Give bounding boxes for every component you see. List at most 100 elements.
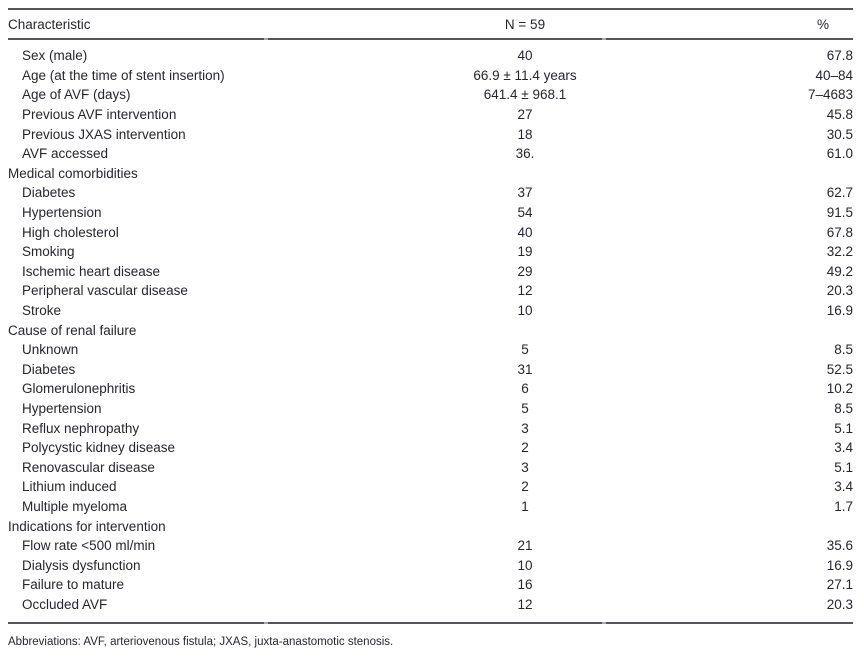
table-row: Reflux nephropathy 3 5.1 [8, 418, 853, 438]
n-cell: 66.9 ± 11.4 years [473, 67, 577, 83]
characteristic-cell: Flow rate <500 ml/min [22, 538, 156, 554]
characteristics-table: Characteristic N = 59 % Sex (male) 40 67.8… [8, 8, 853, 625]
characteristic-cell: Dialysis dysfunction [22, 557, 141, 573]
table-row: Previous JXAS intervention 18 30.5 [8, 124, 853, 144]
percent-cell: 10.2 [826, 381, 853, 397]
n-cell: 2 [521, 440, 529, 456]
table-row: Lithium induced 2 3.4 [8, 477, 853, 497]
characteristic-cell: Polycystic kidney disease [22, 440, 176, 456]
table-section-row: Medical comorbidities [8, 164, 853, 184]
column-header-n: N = 59 [504, 16, 546, 32]
characteristic-cell: Previous AVF intervention [22, 107, 177, 123]
n-cell: 31 [517, 361, 533, 377]
table-row: Age (at the time of stent insertion) 66.9… [8, 66, 853, 86]
table-row: Occluded AVF 12 20.3 [8, 595, 853, 615]
table-row: Failure to mature 16 27.1 [8, 575, 853, 595]
characteristic-cell: Occluded AVF [22, 596, 108, 612]
table-row: High cholesterol 40 67.8 [8, 222, 853, 242]
percent-cell: 45.8 [826, 107, 853, 123]
table-row: Renovascular disease 3 5.1 [8, 457, 853, 477]
percent-cell: 91.5 [826, 205, 853, 221]
percent-cell: 8.5 [834, 400, 853, 416]
percent-cell: 35.6 [826, 538, 853, 554]
table-row: Peripheral vascular disease 12 20.3 [8, 281, 853, 301]
characteristic-cell: Cause of renal failure [8, 322, 137, 338]
table-row: Ischemic heart disease 29 49.2 [8, 262, 853, 282]
table-row: Dialysis dysfunction 10 16.9 [8, 555, 853, 575]
n-cell: 3 [521, 420, 529, 436]
n-cell: 6 [521, 381, 529, 397]
table-row: Sex (male) 40 67.8 [8, 46, 853, 66]
n-cell: 37 [517, 185, 533, 201]
n-cell: 12 [517, 283, 533, 299]
percent-cell: 67.8 [826, 224, 853, 240]
characteristic-cell: Hypertension [22, 400, 102, 416]
table-row: Multiple myeloma 1 1.7 [8, 497, 853, 517]
percent-cell: 49.2 [826, 263, 853, 279]
n-cell: 2 [521, 479, 529, 495]
n-cell: 40 [517, 48, 533, 64]
bottom-rule [8, 622, 853, 625]
percent-cell: 5.1 [834, 420, 853, 436]
percent-cell: 67.8 [826, 48, 853, 64]
percent-cell: 1.7 [834, 498, 853, 514]
characteristic-cell: Glomerulonephritis [22, 381, 136, 397]
table-row: Diabetes 31 52.5 [8, 360, 853, 380]
n-cell: 18 [517, 126, 533, 142]
characteristic-cell: Peripheral vascular disease [22, 283, 188, 299]
table-row: Unknown 5 8.5 [8, 340, 853, 360]
characteristic-cell: Stroke [22, 303, 62, 319]
percent-cell: 7–4683 [807, 87, 853, 103]
characteristic-cell: Multiple myeloma [22, 498, 128, 514]
percent-cell: 40–84 [815, 67, 853, 83]
characteristic-cell: High cholesterol [22, 224, 119, 240]
percent-cell: 27.1 [826, 577, 853, 593]
percent-cell: 20.3 [826, 596, 853, 612]
characteristic-cell: Medical comorbidities [8, 165, 138, 181]
n-cell: 641.4 ± 968.1 [483, 87, 567, 103]
header-rule [8, 38, 853, 40]
characteristic-cell: Sex (male) [22, 48, 88, 64]
characteristic-cell: Diabetes [22, 361, 76, 377]
n-cell: 10 [517, 557, 533, 573]
characteristic-cell: Previous JXAS intervention [22, 126, 186, 142]
table-row: Polycystic kidney disease 2 3.4 [8, 438, 853, 458]
n-cell: 16 [517, 577, 533, 593]
table-body: Sex (male) 40 67.8 Age (at the time of sten… [8, 40, 853, 622]
percent-cell: 16.9 [826, 303, 853, 319]
characteristic-cell: Failure to mature [22, 577, 125, 593]
table-row: Glomerulonephritis 6 10.2 [8, 379, 853, 399]
table-row: Stroke 10 16.9 [8, 301, 853, 321]
table-section-row: Cause of renal failure [8, 320, 853, 340]
percent-cell: 16.9 [826, 557, 853, 573]
table-row: Diabetes 37 62.7 [8, 183, 853, 203]
n-cell: 1 [521, 498, 529, 514]
percent-cell: 61.0 [826, 146, 853, 162]
percent-cell: 30.5 [826, 126, 853, 142]
characteristic-cell: Hypertension [22, 205, 102, 221]
characteristic-cell: Indications for intervention [8, 518, 166, 534]
table-row: AVF accessed 36. 61.0 [8, 144, 853, 164]
column-header-characteristic: Characteristic [8, 16, 91, 32]
table-row: Age of AVF (days) 641.4 ± 968.1 7–4683 [8, 85, 853, 105]
characteristic-cell: AVF accessed [22, 146, 109, 162]
n-cell: 54 [517, 205, 533, 221]
percent-cell: 52.5 [826, 361, 853, 377]
n-cell: 21 [517, 538, 533, 554]
top-rule [8, 8, 853, 10]
footnote: Abbreviations: AVF, arteriovenous fistul… [8, 636, 394, 649]
characteristic-cell: Unknown [22, 342, 79, 358]
table-row: Previous AVF intervention 27 45.8 [8, 105, 853, 125]
n-cell: 12 [517, 596, 533, 612]
column-header-percent: % [816, 16, 829, 32]
table-section-row: Indications for intervention [8, 516, 853, 536]
table-header-row: Characteristic N = 59 % [8, 10, 853, 38]
n-cell: 3 [521, 459, 529, 475]
table-row: Hypertension 5 8.5 [8, 399, 853, 419]
table-row: Flow rate <500 ml/min 21 35.6 [8, 536, 853, 556]
n-cell: 36. [515, 146, 535, 162]
n-cell: 40 [517, 224, 533, 240]
n-cell: 27 [517, 107, 533, 123]
percent-cell: 32.2 [826, 244, 853, 260]
characteristic-cell: Ischemic heart disease [22, 263, 161, 279]
